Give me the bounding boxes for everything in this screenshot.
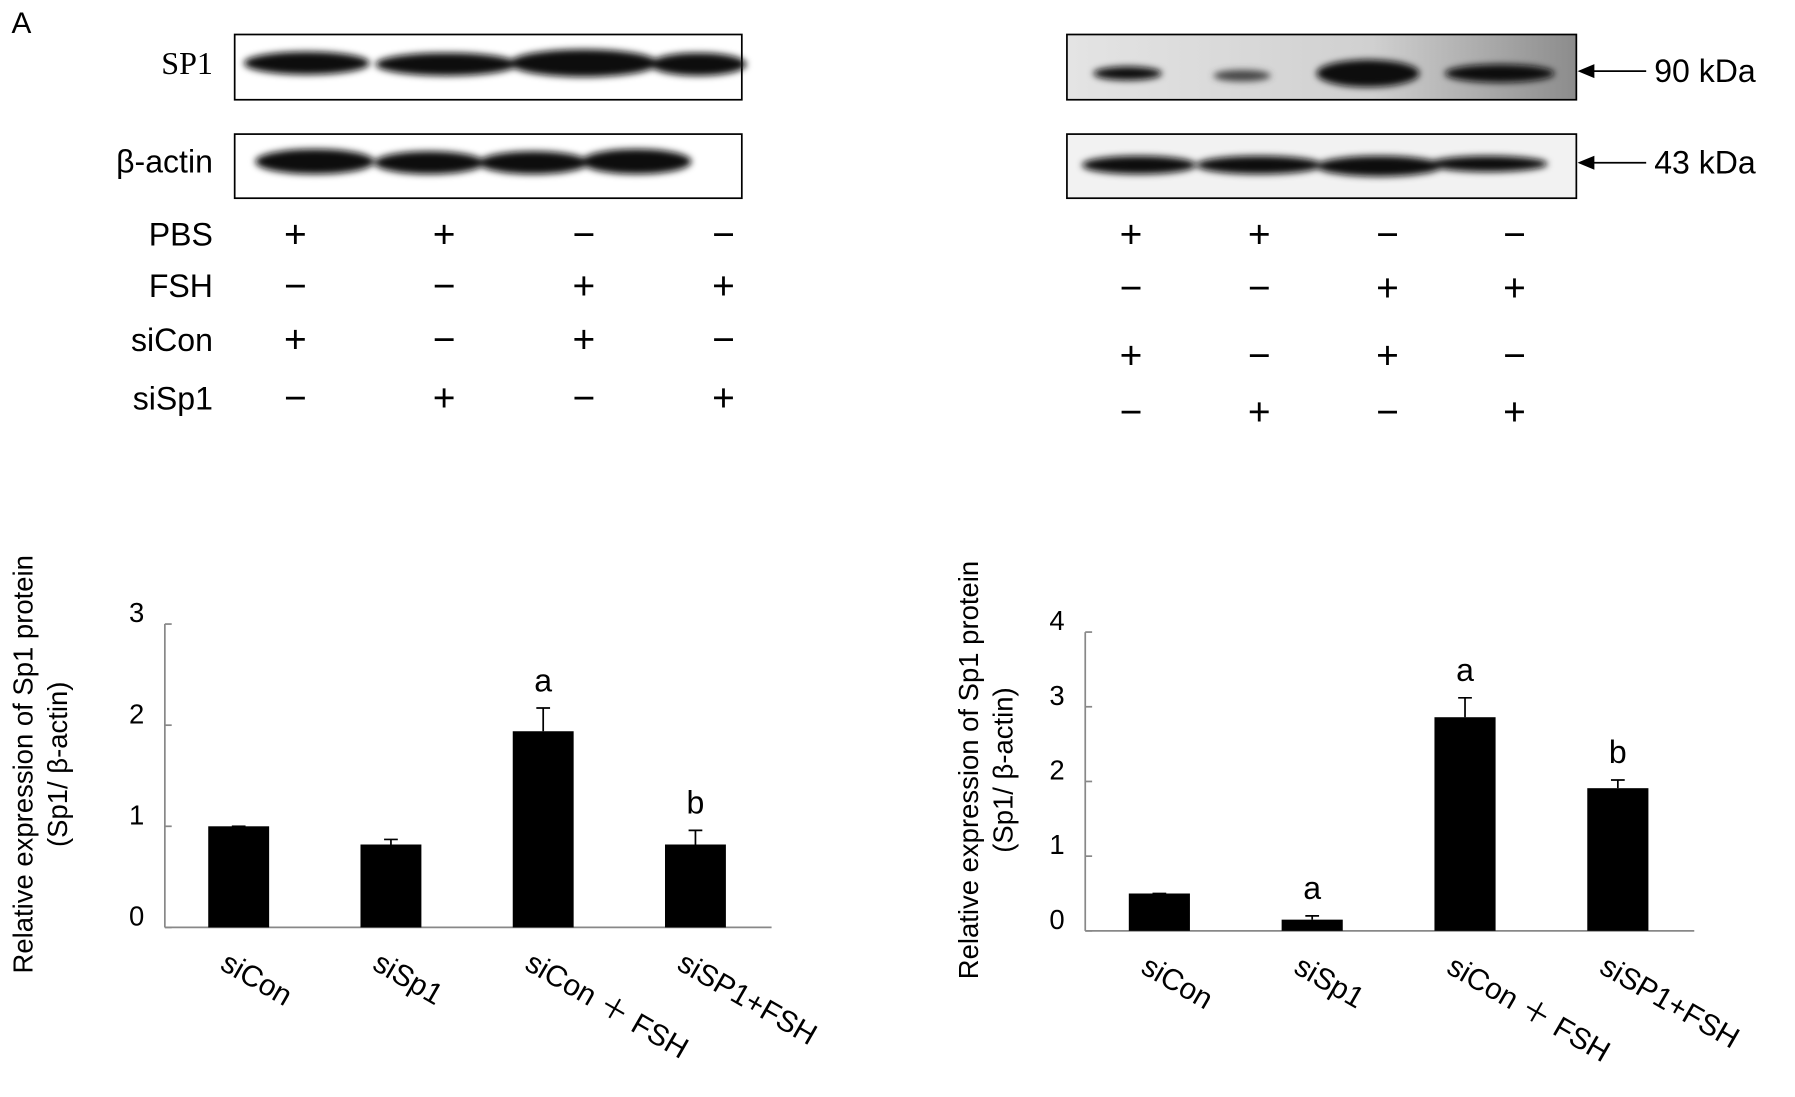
sign: + [1120, 335, 1143, 378]
sign: − [433, 319, 456, 362]
marker-label: 90 kDa [1654, 53, 1756, 89]
sign: + [433, 377, 456, 420]
y-axis-label: Relative expression of Sp1 protein [7, 555, 38, 973]
annotation: b [687, 785, 705, 821]
bar [512, 731, 574, 928]
y-tick-label: 2 [129, 698, 144, 729]
sign: + [1248, 213, 1271, 256]
error-bar [536, 707, 551, 732]
sign: + [572, 319, 595, 362]
bands [1081, 155, 1548, 177]
marker-label: 43 kDa [1654, 144, 1756, 180]
error-bar [688, 829, 703, 845]
arrows [1577, 64, 1647, 170]
y-tick-label: 4 [1049, 605, 1064, 636]
sign: − [1503, 335, 1526, 378]
sign: + [572, 265, 595, 308]
x-tick-label: siSP1+FSH [1594, 949, 1744, 1055]
sign: − [284, 265, 307, 308]
sign: − [1120, 391, 1143, 434]
sign: − [712, 213, 735, 256]
error-bar [384, 838, 398, 845]
sign: + [1503, 267, 1526, 310]
x-tick-label: siCon ＋ FSH [520, 946, 694, 1066]
row-label: siSp1 [133, 380, 213, 416]
sign: − [433, 265, 456, 308]
bar [360, 844, 422, 928]
sign: − [1248, 335, 1271, 378]
x-tick-label: siCon [1136, 949, 1218, 1016]
bar [1128, 893, 1190, 931]
y-tick-label: 3 [1049, 680, 1064, 711]
band-label: SP1 [161, 45, 213, 81]
error-bar [1458, 696, 1472, 718]
sign: + [284, 319, 307, 362]
y-tick-label: 0 [129, 901, 144, 932]
error-bar [1305, 915, 1320, 920]
y-axis-label: (Sp1/ β-actin) [987, 687, 1018, 852]
panel-label: A [11, 7, 31, 40]
sign: + [1376, 335, 1399, 378]
sign: − [572, 377, 595, 420]
sign: + [1376, 267, 1399, 310]
row-label: siCon [131, 322, 213, 358]
sign: − [1120, 267, 1143, 310]
bands [1093, 59, 1555, 88]
sign: + [1503, 391, 1526, 434]
annotation: b [1609, 734, 1627, 770]
y-tick-label: 1 [1049, 829, 1064, 860]
sign: − [1503, 213, 1526, 256]
sign: + [712, 265, 735, 308]
y-tick-label: 1 [129, 799, 144, 830]
y-tick-label: 2 [1049, 755, 1064, 786]
x-tick-label: siSp1 [1289, 949, 1370, 1015]
error-bar [1610, 779, 1625, 789]
annotation: a [534, 662, 552, 698]
row-label: FSH [149, 268, 213, 304]
y-axis-label: Relative expression of Sp1 protein [953, 561, 984, 979]
bands [243, 49, 747, 77]
bar [1434, 717, 1496, 931]
bands [255, 148, 692, 175]
sign: + [433, 213, 456, 256]
sign: + [284, 213, 307, 256]
sign: + [1248, 391, 1271, 434]
sign: − [1376, 213, 1399, 256]
y-axis-label: (Sp1/ β-actin) [42, 682, 73, 847]
x-tick-label: siSp1 [367, 946, 448, 1012]
sign: − [712, 319, 735, 362]
sign: − [1248, 267, 1271, 310]
sign: − [1376, 391, 1399, 434]
x-tick-label: siSP1+FSH [672, 946, 822, 1052]
bar [1281, 919, 1343, 931]
sign: + [1120, 213, 1143, 256]
sign: − [284, 377, 307, 420]
annotation: a [1456, 652, 1474, 688]
bar [1587, 788, 1649, 931]
bar [664, 844, 726, 928]
row-label: PBS [149, 217, 213, 253]
band-label: β-actin [116, 143, 213, 179]
bar [208, 826, 270, 928]
annotation: a [1303, 870, 1321, 906]
y-tick-label: 3 [129, 597, 144, 628]
sign: − [572, 213, 595, 256]
y-tick-label: 0 [1049, 904, 1064, 935]
sign: + [712, 377, 735, 420]
x-tick-label: siCon ＋ FSH [1442, 949, 1616, 1069]
x-tick-label: siCon [215, 946, 297, 1013]
